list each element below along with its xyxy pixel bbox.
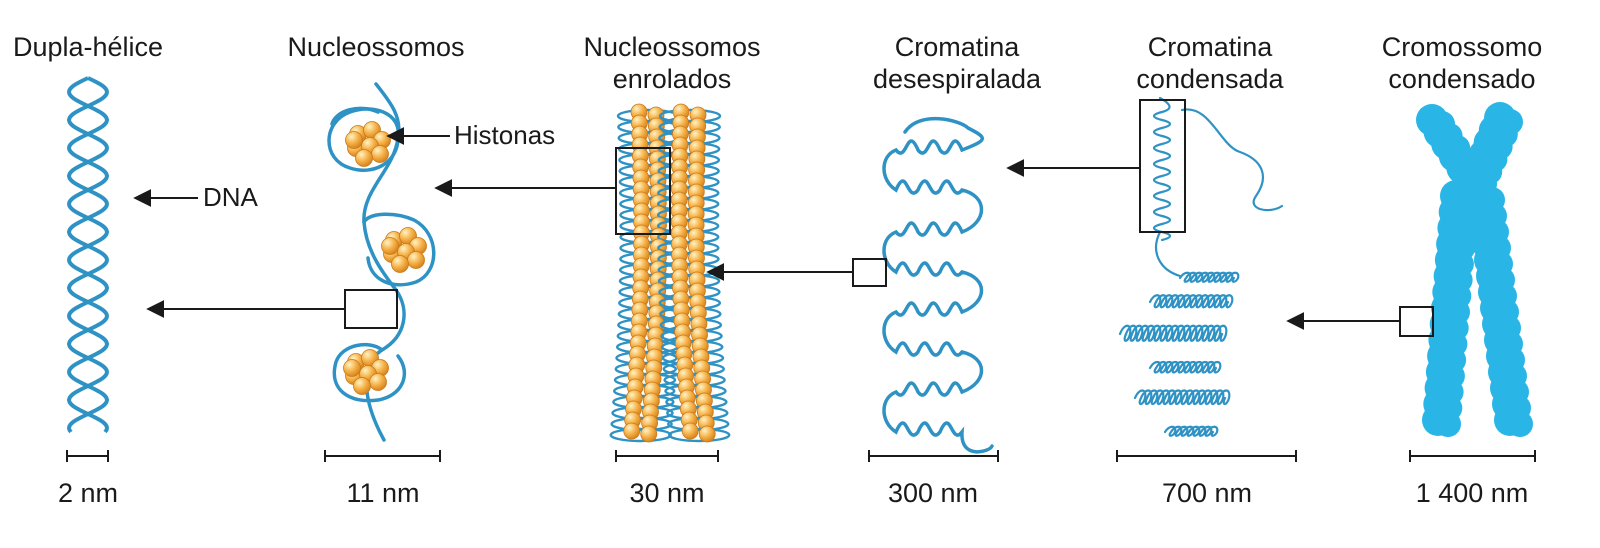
condensed-chromosome: [1416, 102, 1533, 437]
histone-annotation: Histonas: [454, 120, 555, 150]
nucleosome-wrap-1: [327, 107, 400, 172]
zoom-box-nucleosomes: [344, 289, 398, 329]
coiled-nucleosome-fiber: [609, 103, 731, 443]
condensed-connector: [1154, 230, 1182, 278]
histone-bead: [345, 131, 363, 149]
histone-core-2: [381, 227, 427, 273]
scale-label-11nm: 11 nm: [346, 478, 419, 508]
histone-bead: [391, 255, 409, 273]
histone-bead: [371, 145, 389, 163]
histone-bead: [343, 359, 361, 377]
histone-bead: [355, 149, 373, 167]
histone-bead: [369, 373, 387, 391]
label-condensed-chromosome-line1: Cromossomo: [1382, 32, 1543, 62]
scale-bar-11nm: [324, 450, 441, 462]
scale-label-2nm: 2 nm: [58, 478, 118, 508]
scale-bar-2nm: [66, 450, 109, 462]
label-coiled-nucleosomes-line1: Nucleossomos: [583, 32, 760, 62]
label-condensed-chromosome-line2: condensado: [1388, 64, 1535, 94]
zoom-box-700nm: [1139, 99, 1186, 233]
scale-bar-700nm: [1116, 450, 1297, 462]
label-double-helix: Dupla-hélice: [13, 32, 163, 62]
label-coiled-nucleosomes-line2: enrolados: [613, 64, 732, 94]
histone-bead: [381, 237, 399, 255]
scale-label-700nm: 700 nm: [1162, 478, 1252, 508]
nucleosome-wrap-2: [362, 212, 436, 287]
zoom-box-300nm: [852, 258, 887, 287]
stage-labels: Dupla-hélice Nucleossomos Nucleossomos e…: [13, 32, 1542, 94]
condensed-zigzag: [1152, 96, 1172, 242]
zoom-box-30nm: [615, 147, 671, 235]
label-condensed-chromatin-line2: condensada: [1136, 64, 1284, 94]
double-helix: [66, 76, 110, 434]
histone-bead: [623, 422, 641, 440]
nucleosome-wrap-1b: [330, 106, 380, 126]
zoom-box-chromosome: [1399, 306, 1434, 337]
chromosome-bead: [1435, 411, 1461, 437]
histone-bead: [681, 422, 699, 440]
condensed-chromatin: [1118, 96, 1284, 437]
nucleosome-wrap-3: [332, 342, 407, 403]
condensed-loop-row: [1133, 389, 1231, 406]
histone-bead: [640, 425, 658, 443]
fiber-wrap: [668, 427, 731, 443]
scale-labels: 2 nm 11 nm 30 nm 300 nm 700 nm 1 400 nm: [58, 478, 1528, 508]
scale-bars: [66, 450, 1536, 462]
scale-bar-30nm: [615, 450, 719, 462]
condensed-loop-row: [1118, 324, 1228, 342]
condensed-loop-row: [1163, 425, 1219, 437]
label-uncoiled-chromatin-line2: desespiralada: [873, 64, 1042, 94]
scale-label-30nm: 30 nm: [629, 478, 704, 508]
helix-strand-b: [66, 76, 110, 434]
label-uncoiled-chromatin-line1: Cromatina: [895, 32, 1021, 62]
fiber-wrap: [609, 427, 672, 443]
scale-label-300nm: 300 nm: [888, 478, 978, 508]
chromosome-bead: [1507, 411, 1533, 437]
condensed-loop-row: [1148, 360, 1222, 374]
condensed-loop-row: [1148, 294, 1234, 309]
scale-bar-300nm: [868, 450, 999, 462]
histone-core-1: [345, 121, 391, 167]
scale-bar-1400nm: [1409, 450, 1536, 462]
label-condensed-chromatin-line1: Cromatina: [1148, 32, 1274, 62]
scale-label-1400nm: 1 400 nm: [1416, 478, 1529, 508]
dna-annotation: DNA: [203, 182, 259, 212]
label-nucleosomes: Nucleossomos: [287, 32, 464, 62]
histone-bead: [407, 251, 425, 269]
histone-core-3: [343, 349, 389, 395]
condensed-tail: [1180, 108, 1284, 212]
condensed-loop-row: [1178, 271, 1240, 283]
histone-bead: [353, 377, 371, 395]
uncoiled-chromatin-strand: [882, 116, 994, 454]
histone-bead: [698, 425, 716, 443]
helix-strand-a: [66, 76, 110, 434]
